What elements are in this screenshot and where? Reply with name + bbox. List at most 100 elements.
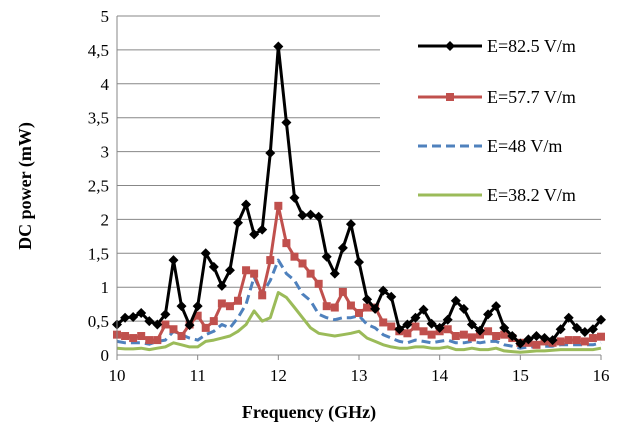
data-point xyxy=(153,336,162,345)
data-point xyxy=(564,336,573,345)
y-tick-label: 0,5 xyxy=(88,312,109,331)
data-point xyxy=(120,312,131,323)
data-point xyxy=(145,336,154,345)
data-point xyxy=(467,333,476,342)
x-tick-label: 16 xyxy=(593,366,610,385)
y-tick-label: 4 xyxy=(101,75,110,94)
y-tick-label: 1 xyxy=(101,278,110,297)
data-point xyxy=(161,320,170,329)
legend-item: E=82.5 V/m xyxy=(418,36,576,56)
data-point xyxy=(499,322,510,333)
y-tick-label: 2 xyxy=(101,210,110,229)
data-point xyxy=(176,301,187,312)
data-point xyxy=(345,219,356,230)
data-point xyxy=(443,325,452,334)
data-point xyxy=(355,308,363,317)
y-tick-label: 1,5 xyxy=(88,244,109,263)
data-point xyxy=(321,251,332,262)
data-point xyxy=(250,269,259,278)
data-point xyxy=(483,309,494,320)
legend-label: E=38.2 V/m xyxy=(487,185,576,205)
data-point xyxy=(588,334,597,343)
y-tick-label: 3 xyxy=(101,143,110,162)
data-point xyxy=(419,327,428,336)
data-point xyxy=(121,332,130,341)
x-axis-title: Frequency (GHz) xyxy=(242,402,376,423)
data-point xyxy=(128,312,139,323)
tick-labels: 0 0,5 1 1,5 2 2,5 3 3,5 4 4,5 5 10 11 12 13 14 15 16 xyxy=(88,7,610,385)
data-point xyxy=(362,294,373,305)
data-point xyxy=(200,248,211,259)
data-point xyxy=(201,323,210,332)
data-point xyxy=(144,316,155,327)
data-point xyxy=(466,319,477,330)
data-point xyxy=(571,322,582,333)
data-point xyxy=(458,303,469,314)
data-point xyxy=(209,317,218,326)
data-point xyxy=(242,266,251,275)
data-point xyxy=(491,301,502,312)
data-point xyxy=(225,302,234,311)
data-point xyxy=(442,314,453,325)
legend-marker xyxy=(445,41,455,51)
data-point xyxy=(129,334,138,343)
data-point xyxy=(233,217,243,228)
data-point xyxy=(177,332,186,341)
data-point xyxy=(597,332,605,341)
data-point xyxy=(556,337,565,346)
data-point xyxy=(572,336,581,345)
axes xyxy=(116,16,602,360)
legend-label: E=82.5 V/m xyxy=(487,36,576,56)
data-point xyxy=(169,325,178,334)
data-point xyxy=(378,285,389,296)
data-point xyxy=(217,299,226,308)
data-point xyxy=(579,326,590,337)
data-point xyxy=(274,201,283,210)
data-point xyxy=(379,318,388,327)
data-point xyxy=(434,322,445,333)
data-point xyxy=(451,332,460,341)
data-point xyxy=(273,41,284,52)
y-tick-label: 5 xyxy=(101,7,110,26)
plot-area xyxy=(112,41,606,354)
data-point xyxy=(338,287,347,296)
data-point xyxy=(386,291,397,302)
data-point xyxy=(531,331,542,342)
legend-background xyxy=(380,14,612,216)
data-point xyxy=(160,309,171,320)
y-axis-title: DC power (mW) xyxy=(15,122,36,250)
data-point xyxy=(192,301,203,312)
data-point xyxy=(322,302,331,311)
data-point xyxy=(507,331,518,342)
data-point xyxy=(555,324,566,335)
data-point xyxy=(224,265,235,276)
data-point xyxy=(539,333,550,344)
data-point xyxy=(265,147,276,158)
data-point xyxy=(337,242,348,253)
data-point xyxy=(410,312,421,323)
data-point xyxy=(234,296,242,305)
data-point xyxy=(330,303,339,312)
data-point xyxy=(475,325,485,336)
legend: E=82.5 V/m E=57.7 V/m E=48 V/m E=38.2 V/m xyxy=(418,36,576,205)
x-tick-label: 10 xyxy=(109,366,126,385)
legend-label: E=48 V/m xyxy=(487,136,562,156)
data-point xyxy=(314,279,323,288)
data-point xyxy=(563,312,574,323)
data-point xyxy=(394,324,405,335)
data-point xyxy=(532,340,541,349)
data-point xyxy=(492,332,501,341)
data-point xyxy=(547,335,558,346)
data-point xyxy=(363,303,372,312)
data-point xyxy=(427,330,436,339)
data-point xyxy=(289,192,300,203)
x-tick-label: 12 xyxy=(270,366,287,385)
data-point xyxy=(500,330,509,339)
data-point xyxy=(313,211,324,222)
data-point xyxy=(418,304,429,315)
legend-item: E=38.2 V/m xyxy=(418,185,576,205)
data-point xyxy=(354,257,364,268)
data-point xyxy=(305,209,316,220)
data-point xyxy=(184,320,195,331)
